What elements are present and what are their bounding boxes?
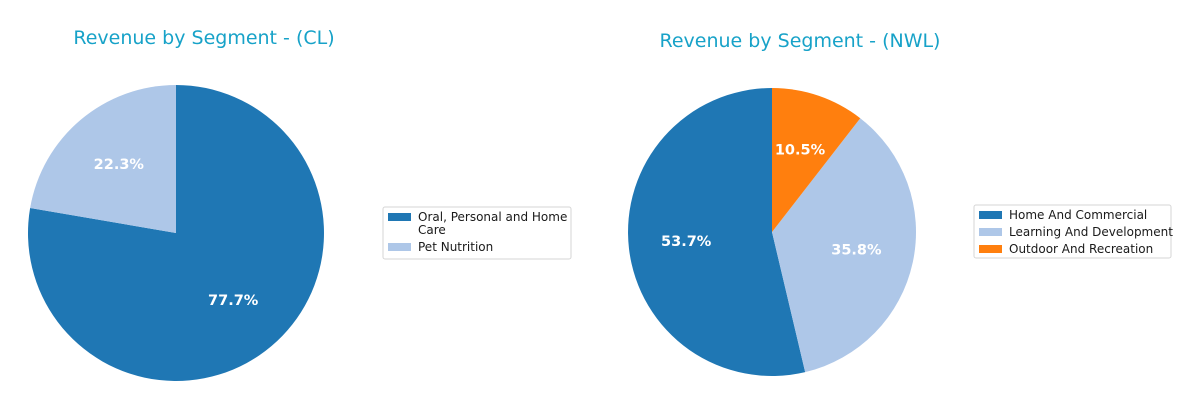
- pie-slices-cl: [27, 84, 324, 382]
- legend-item-outdoor-and-recreation: Outdoor And Recreation: [979, 242, 1153, 256]
- pie-slice-label-home-and-commercial: 53.7%: [661, 234, 712, 250]
- legend-swatch-learning-and-development: [979, 228, 1002, 236]
- legend-swatch-outdoor-and-recreation: [979, 245, 1002, 253]
- legend-swatch-pet-nutrition: [388, 243, 411, 251]
- legend-label-oral-personal-and-home-care: Oral, Personal and Home Care: [418, 210, 567, 237]
- pie-slice-label-oral-personal-and-home-care: 77.7%: [208, 293, 259, 309]
- legend-frame-nwl: [973, 204, 1172, 259]
- chart-title-cl: Revenue by Segment - (CL): [73, 27, 334, 49]
- legend-label-pet-nutrition: Pet Nutrition: [418, 240, 493, 254]
- legend-cl: Oral, Personal and Home Care Pet Nutrition: [382, 206, 572, 260]
- legend-swatch-home-and-commercial: [979, 211, 1002, 219]
- pie-slice-label-outdoor-and-recreation: 10.5%: [775, 142, 826, 158]
- pie-slice-label-pet-nutrition: 22.3%: [94, 157, 145, 173]
- pie-labels-cl: 77.7% 22.3%: [94, 157, 259, 309]
- pie-slice-oral-personal-and-home-care: [27, 85, 324, 382]
- pie-slice-learning-and-development: [772, 118, 917, 373]
- chart-title-nwl: Revenue by Segment - (NWL): [660, 30, 941, 52]
- legend-item-home-and-commercial: Home And Commercial: [979, 208, 1147, 222]
- legend-label-home-and-commercial: Home And Commercial: [1009, 208, 1147, 222]
- pie-slice-label-learning-and-development: 35.8%: [831, 242, 882, 258]
- pie-slice-pet-nutrition: [30, 84, 177, 233]
- pie-chart-cl: Revenue by Segment - (CL) 77.7% 22.3% Ora…: [27, 27, 572, 382]
- pie-labels-nwl: 53.7% 35.8% 10.5%: [661, 142, 882, 258]
- legend-item-pet-nutrition: Pet Nutrition: [388, 240, 493, 254]
- legend-nwl: Home And Commercial Learning And Developm…: [973, 204, 1173, 259]
- pie-slices-nwl: [628, 88, 917, 376]
- pie-slice-home-and-commercial: [628, 88, 806, 376]
- legend-frame-cl: [382, 206, 572, 260]
- legend-item-oral-personal-and-home-care: Oral, Personal and Home Care: [388, 210, 567, 237]
- pie-chart-nwl: Revenue by Segment - (NWL) 53.7% 35.8% 10.…: [628, 30, 1173, 376]
- legend-swatch-oral-personal-and-home-care: [388, 213, 411, 221]
- legend-item-learning-and-development: Learning And Development: [979, 225, 1173, 239]
- pie-slice-outdoor-and-recreation: [772, 88, 861, 232]
- legend-label-outdoor-and-recreation: Outdoor And Recreation: [1009, 242, 1153, 256]
- legend-label-learning-and-development: Learning And Development: [1009, 225, 1173, 239]
